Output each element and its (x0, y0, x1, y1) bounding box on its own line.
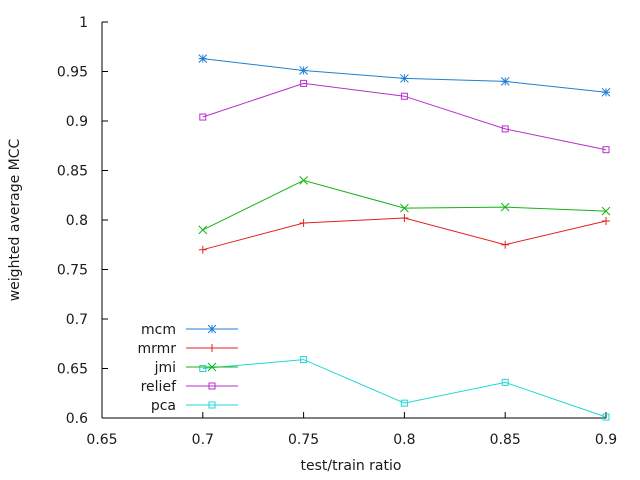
data-point-jmi (500, 202, 510, 212)
series-mcm (198, 54, 611, 97)
data-point-relief (400, 92, 408, 100)
series-line-jmi (202, 179, 607, 231)
data-point-mcm (198, 54, 208, 63)
data-point-pca (300, 356, 308, 364)
data-point-mcm (601, 87, 611, 97)
data-point-pca (602, 413, 610, 421)
data-point-relief (501, 125, 509, 133)
data-point-mrmr (400, 214, 409, 223)
x-tick-label: 0.85 (490, 432, 521, 448)
y-axis: 0.6 0.65 0.7 0.75 0.8 0.85 0.9 0.95 1 (57, 15, 108, 427)
x-tick-label: 0.9 (595, 432, 617, 448)
legend-label-relief: relief (141, 379, 177, 395)
series-jmi (198, 176, 611, 235)
data-point-mrmr (602, 216, 610, 225)
x-axis: 0.65 0.7 0.75 0.8 0.85 0.9 (86, 412, 617, 448)
data-point-relief (199, 113, 207, 121)
data-point-mcm (299, 66, 308, 75)
data-point-pca (501, 378, 509, 386)
legend-marker-jmi (207, 362, 217, 372)
y-tick-label: 0.7 (66, 312, 88, 328)
y-tick-label: 0.6 (66, 411, 88, 427)
legend-marker-pca (208, 401, 216, 409)
x-tick-label: 0.8 (393, 432, 415, 448)
data-point-jmi (299, 176, 308, 185)
y-tick-label: 0.8 (66, 213, 88, 229)
data-point-relief (300, 79, 308, 87)
y-axis-title: weighted average MCC (7, 139, 23, 302)
legend-label-mcm: mcm (141, 322, 176, 338)
legend-label-pca: pca (151, 398, 176, 414)
series-relief (199, 79, 610, 154)
data-point-pca (400, 399, 408, 407)
series-layer (198, 54, 611, 421)
data-point-jmi (198, 225, 208, 235)
y-tick-label: 0.9 (66, 114, 88, 130)
data-point-jmi (601, 206, 611, 216)
y-tick-label: 0.85 (57, 164, 88, 180)
data-point-mrmr (501, 240, 510, 249)
series-line-pca (202, 359, 607, 418)
y-tick-label: 0.95 (57, 65, 88, 81)
x-axis-title: test/train ratio (301, 458, 402, 474)
series-pca (199, 356, 610, 421)
legend-marker-relief (208, 382, 216, 390)
x-tick-label: 0.7 (192, 432, 214, 448)
series-line-mrmr (202, 217, 607, 251)
data-point-mrmr (198, 245, 207, 254)
x-tick-label: 0.75 (288, 432, 319, 448)
legend-marker-mcm (207, 324, 217, 334)
x-tick-label: 0.65 (86, 432, 117, 448)
legend-marker-mrmr (208, 344, 216, 352)
data-point-jmi (400, 203, 409, 213)
data-point-relief (602, 146, 610, 154)
y-tick-label: 0.75 (57, 263, 88, 279)
series-mrmr (198, 214, 610, 254)
data-point-mcm (500, 77, 510, 86)
legend: mcm mrmr jmi relief pca (137, 322, 238, 414)
data-point-pca (199, 365, 207, 372)
y-tick-label: 0.65 (57, 362, 88, 378)
legend-label-mrmr: mrmr (137, 341, 176, 357)
series-line-relief (202, 82, 607, 151)
data-point-mrmr (299, 218, 308, 227)
data-point-mcm (400, 74, 409, 83)
legend-label-jmi: jmi (154, 360, 176, 376)
y-tick-label: 1 (79, 15, 88, 31)
